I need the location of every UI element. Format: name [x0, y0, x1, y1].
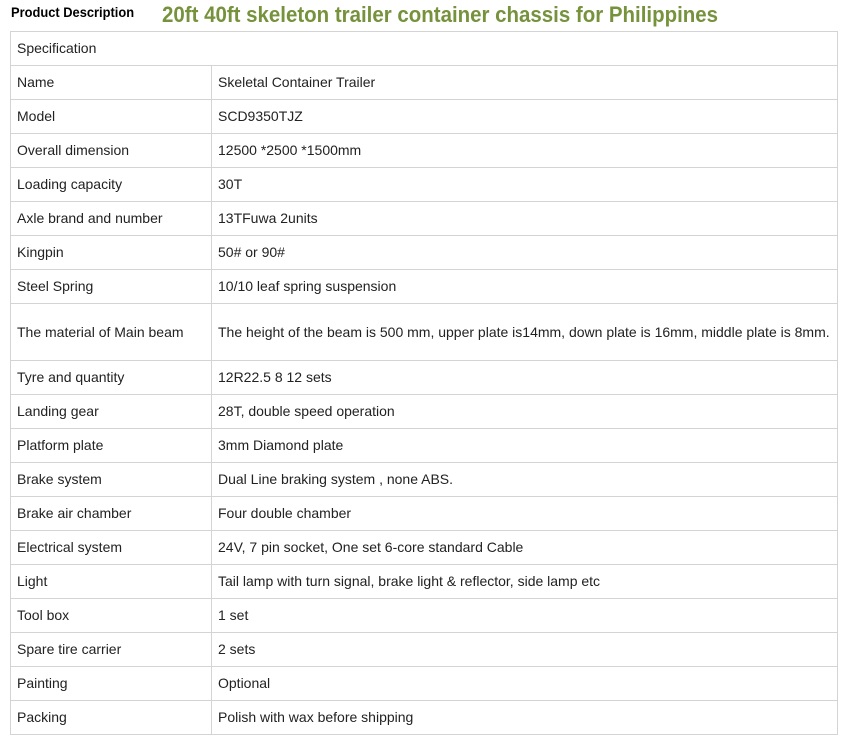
spec-row: Tool box 1 set [10, 598, 838, 633]
spec-value: Skeletal Container Trailer [211, 65, 838, 100]
spec-key: Tyre and quantity [10, 360, 212, 395]
spec-value: Optional [211, 666, 838, 701]
spec-row: Loading capacity 30T [10, 167, 838, 202]
spec-value: SCD9350TJZ [211, 99, 838, 134]
spec-row: Steel Spring 10/10 leaf spring suspension [10, 269, 838, 304]
spec-row: The material of Main beam The height of t… [10, 303, 838, 361]
spec-key: Platform plate [10, 428, 212, 463]
spec-key: Packing [10, 700, 212, 735]
spec-key: Landing gear [10, 394, 212, 429]
spec-value: Polish with wax before shipping [211, 700, 838, 735]
spec-value: 12500 *2500 *1500mm [211, 133, 838, 168]
spec-key: Painting [10, 666, 212, 701]
spec-key: Kingpin [10, 235, 212, 270]
spec-key: Steel Spring [10, 269, 212, 304]
spec-table: Specification Name Skeletal Container Tra… [10, 31, 838, 735]
spec-row: Model SCD9350TJZ [10, 99, 838, 134]
spec-row: Light Tail lamp with turn signal, brake l… [10, 564, 838, 599]
spec-key: Loading capacity [10, 167, 212, 202]
spec-value: 2 sets [211, 632, 838, 667]
product-header: Product Description 20ft 40ft skeleton t… [11, 2, 718, 27]
spec-row: Name Skeletal Container Trailer [10, 65, 838, 100]
spec-value: 12R22.5 8 12 sets [211, 360, 838, 395]
spec-key: Name [10, 65, 212, 100]
spec-value: Four double chamber [211, 496, 838, 531]
spec-row: Electrical system 24V, 7 pin socket, One … [10, 530, 838, 565]
spec-key: Model [10, 99, 212, 134]
spec-row: Painting Optional [10, 666, 838, 701]
spec-key: Spare tire carrier [10, 632, 212, 667]
spec-row: Tyre and quantity 12R22.5 8 12 sets [10, 360, 838, 395]
spec-value: Tail lamp with turn signal, brake light … [211, 564, 838, 599]
spec-row: Brake system Dual Line braking system , n… [10, 462, 838, 497]
spec-value: 50# or 90# [211, 235, 838, 270]
spec-value: 28T, double speed operation [211, 394, 838, 429]
spec-value: 10/10 leaf spring suspension [211, 269, 838, 304]
spec-key: Brake air chamber [10, 496, 212, 531]
spec-value: 30T [211, 167, 838, 202]
spec-key: Tool box [10, 598, 212, 633]
spec-value: 13TFuwa 2units [211, 201, 838, 236]
spec-key: Axle brand and number [10, 201, 212, 236]
spec-row: Brake air chamber Four double chamber [10, 496, 838, 531]
spec-row: Overall dimension 12500 *2500 *1500mm [10, 133, 838, 168]
spec-value: 24V, 7 pin socket, One set 6-core standa… [211, 530, 838, 565]
spec-caption-row: Specification [10, 31, 838, 66]
spec-row: Landing gear 28T, double speed operation [10, 394, 838, 429]
spec-value: The height of the beam is 500 mm, upper … [211, 303, 838, 361]
spec-row: Kingpin 50# or 90# [10, 235, 838, 270]
spec-row: Platform plate 3mm Diamond plate [10, 428, 838, 463]
spec-key: Overall dimension [10, 133, 212, 168]
spec-row: Packing Polish with wax before shipping [10, 700, 838, 735]
spec-value: 1 set [211, 598, 838, 633]
product-title: 20ft 40ft skeleton trailer container cha… [162, 2, 719, 27]
section-label: Product Description [11, 4, 135, 20]
spec-row: Spare tire carrier 2 sets [10, 632, 838, 667]
spec-key: Brake system [10, 462, 212, 497]
spec-value: Dual Line braking system , none ABS. [211, 462, 838, 497]
spec-key: Electrical system [10, 530, 212, 565]
spec-key: Light [10, 564, 212, 599]
spec-value: 3mm Diamond plate [211, 428, 838, 463]
spec-key: The material of Main beam [10, 303, 212, 361]
spec-caption: Specification [10, 31, 838, 66]
spec-row: Axle brand and number 13TFuwa 2units [10, 201, 838, 236]
